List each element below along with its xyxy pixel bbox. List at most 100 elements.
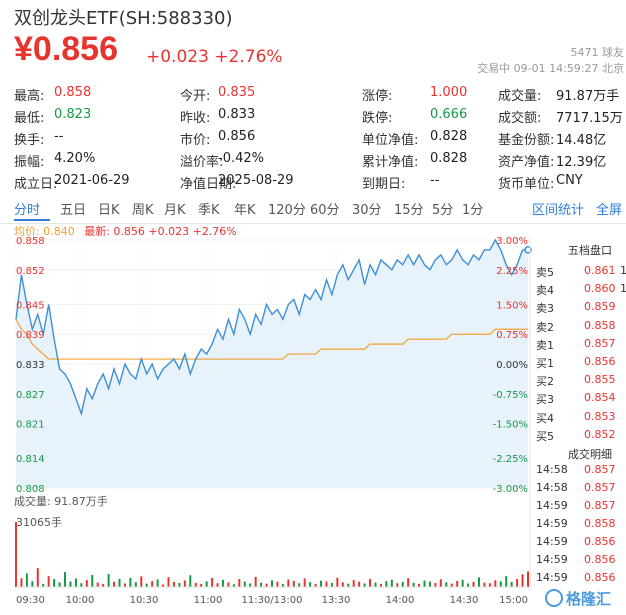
tab-6[interactable]: 年K xyxy=(234,203,256,218)
x-tick: 11:30/13:00 xyxy=(241,595,302,606)
trade-details: 成交明细 14:58 0.857 14:58 0.857 14:59 0.857 14:59… xyxy=(528,440,626,590)
trade-time: 14:59 xyxy=(536,571,568,584)
stat-value: 0.666 xyxy=(430,107,468,122)
volume-bar xyxy=(69,581,72,587)
volume-bar xyxy=(385,581,388,587)
volume-bar xyxy=(374,582,377,587)
avg-price-line xyxy=(15,319,528,360)
volume-bar xyxy=(107,574,110,587)
y-tick-right: 0.00% xyxy=(496,360,528,371)
volume-bar xyxy=(123,583,126,587)
order-book-label: 卖3 xyxy=(536,302,554,316)
volume-bar xyxy=(401,581,404,587)
tab-1[interactable]: 五日 xyxy=(60,203,87,218)
order-book-label: 卖2 xyxy=(536,320,554,334)
stat-value: 2021-06-29 xyxy=(54,173,130,188)
stat-value: 0.823 xyxy=(54,107,92,122)
y-tick-right: -2.25% xyxy=(493,454,528,465)
volume-bar xyxy=(151,581,154,587)
volume-bar xyxy=(330,583,333,587)
order-book-price: 0.854 xyxy=(584,391,616,405)
current-price: ¥0.856 xyxy=(14,30,118,68)
stat-value: CNY xyxy=(556,173,583,188)
volume-bar xyxy=(36,568,39,587)
volume-bar xyxy=(172,581,175,587)
volume-bar xyxy=(200,583,203,587)
stat-label: 到期日: xyxy=(362,177,406,192)
x-tick: 10:00 xyxy=(66,595,95,606)
volume-bar xyxy=(477,577,480,587)
stat-value: 7717.15万 xyxy=(556,111,623,126)
volume-bar xyxy=(232,584,235,587)
order-book-label: 卖4 xyxy=(536,284,554,298)
stat-label: 换手: xyxy=(14,133,45,148)
stat-value: -- xyxy=(54,129,64,144)
tab-0[interactable]: 分时 xyxy=(14,203,41,218)
tab-12[interactable]: 1分 xyxy=(462,203,484,218)
y-tick-right: -3.00% xyxy=(493,484,528,495)
volume-bar xyxy=(396,583,399,587)
fullscreen-link[interactable]: 全屏 xyxy=(596,203,623,218)
watermark-text: 格隆汇 xyxy=(566,590,612,608)
volume-bar xyxy=(325,581,328,587)
stat-label: 最低: xyxy=(14,111,45,126)
latest-price-legend: 最新: 0.856 +0.023 +2.76% xyxy=(84,225,237,238)
volume-bar xyxy=(260,582,263,587)
tab-8[interactable]: 60分 xyxy=(310,203,340,218)
order-book-price: 0.852 xyxy=(584,427,616,441)
volume-bar xyxy=(521,574,524,587)
followers-count[interactable]: 5471 球友 xyxy=(570,46,625,59)
volume-bar xyxy=(129,577,132,587)
range-stats-link[interactable]: 区间统计 xyxy=(532,203,585,218)
volume-bar xyxy=(91,574,94,587)
tab-11[interactable]: 5分 xyxy=(432,203,454,218)
y-tick-right: 1.50% xyxy=(496,300,528,311)
order-book-price: 0.861 xyxy=(584,264,616,277)
volume-bar xyxy=(412,582,415,587)
tab-3[interactable]: 周K xyxy=(132,203,154,218)
stat-label: 涨停: xyxy=(362,89,393,104)
volume-bar xyxy=(74,578,77,587)
trade-price: 0.856 xyxy=(584,535,616,548)
stat-label: 溢价率: xyxy=(180,155,224,170)
tab-4[interactable]: 月K xyxy=(164,203,186,218)
order-book-label: 买4 xyxy=(536,411,554,425)
volume-bar xyxy=(249,583,252,587)
stat-value: 91.87万手 xyxy=(556,89,620,104)
stat-label: 资产净值: xyxy=(498,155,555,170)
stat-value: -0.42% xyxy=(218,151,264,166)
trade-price: 0.856 xyxy=(584,571,616,584)
volume-bar xyxy=(428,581,431,587)
volume-bar xyxy=(390,579,393,587)
y-tick-right: 3.00% xyxy=(496,236,528,247)
tab-2[interactable]: 日K xyxy=(98,203,120,218)
order-book-price: 0.859 xyxy=(584,300,616,314)
tab-10[interactable]: 15分 xyxy=(394,203,424,218)
stat-value: 0.858 xyxy=(54,85,92,100)
volume-bar xyxy=(15,522,17,587)
tab-7[interactable]: 120分 xyxy=(268,203,306,218)
order-book-price: 0.857 xyxy=(584,336,616,350)
volume-bar xyxy=(183,580,186,587)
y-tick-left: 0.852 xyxy=(16,266,45,277)
volume-bar xyxy=(434,583,437,587)
volume-bar xyxy=(53,579,56,587)
order-book-price: 0.853 xyxy=(584,409,616,423)
volume-bar xyxy=(113,581,116,587)
active-tab-underline xyxy=(14,219,50,221)
volume-bar xyxy=(292,580,295,587)
volume-max-label: 31065手 xyxy=(16,516,62,529)
order-book-label: 买1 xyxy=(536,357,554,370)
trade-time: 14:58 xyxy=(536,463,568,476)
order-book-label: 买3 xyxy=(536,393,554,407)
period-tabs: 分时 五日 日K 周K 月K 季K 年K 120分 60分 30分 15分 5分 1分 xyxy=(14,199,534,218)
volume-bar xyxy=(369,578,372,587)
volume-bar xyxy=(194,582,197,587)
stat-value: 2025-08-29 xyxy=(218,173,294,188)
volume-bar xyxy=(134,582,137,587)
stat-label: 单位净值: xyxy=(362,133,419,148)
trade-price: 0.857 xyxy=(584,481,616,494)
volume-bar xyxy=(80,583,83,587)
tab-9[interactable]: 30分 xyxy=(352,203,382,218)
tab-5[interactable]: 季K xyxy=(198,203,220,218)
